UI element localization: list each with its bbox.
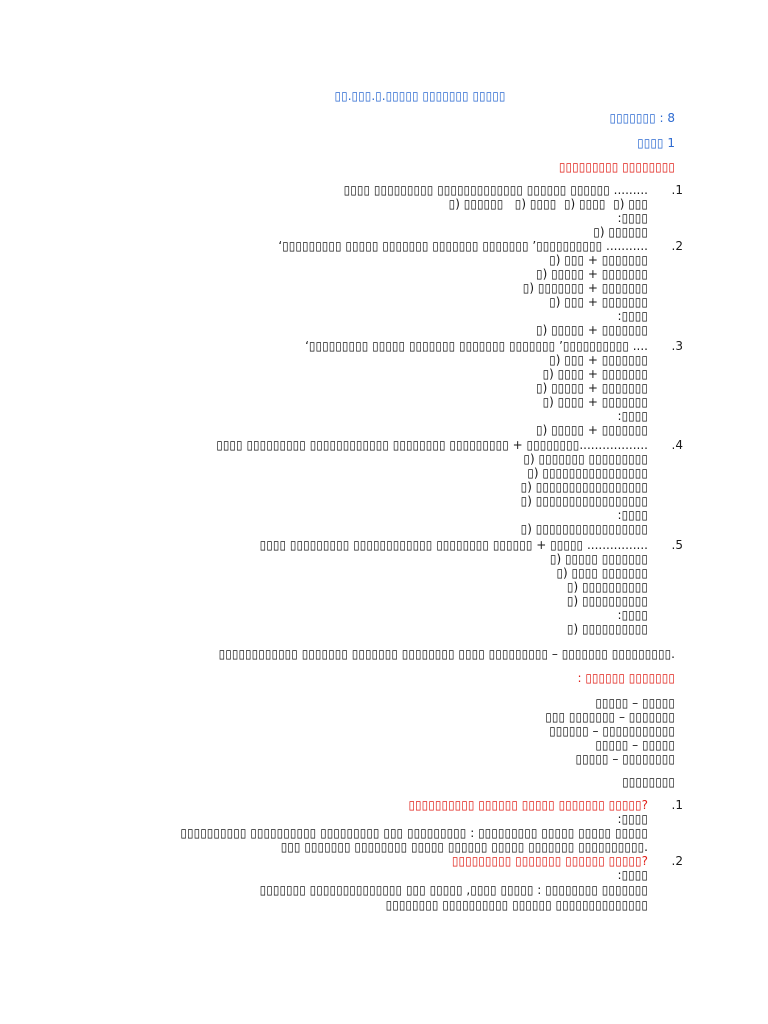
- option: ▯) ▯▯▯▯▯ + ▯▯▯▯▯▯▯: [535, 381, 648, 395]
- question-text: ▯▯▯▯▯▯▯▯▯ ▯▯▯▯▯▯▯ ▯▯▯▯▯▯ ▯▯▯▯▯?: [451, 854, 648, 868]
- answer-label: :▯▯▯▯: [617, 868, 648, 882]
- option: ▯) ▯▯▯▯▯▯▯▯▯▯▯▯▯▯▯▯▯: [520, 480, 648, 494]
- section1-heading: ▯▯▯▯▯▯▯▯▯ ▯▯▯▯▯▯▯▯: [558, 160, 675, 174]
- question-text: ▯▯▯▯ ▯▯▯▯▯▯▯▯▯ ▯▯▯▯▯▯▯▯▯▯▯▯ ▯▯▯▯▯▯▯▯ ▯▯▯…: [259, 538, 648, 552]
- answer: ▯) ▯▯▯▯▯▯: [593, 225, 648, 239]
- question-number: .4: [671, 438, 683, 452]
- answer-line: ▯▯▯▯▯▯▯▯ ▯▯▯▯▯▯▯▯▯▯ ▯▯▯▯▯▯ ▯▯▯▯▯▯▯▯▯▯▯▯▯…: [385, 898, 648, 912]
- question-text: ‘▯▯▯▯▯▯▯▯▯ ▯▯▯▯▯ ▯▯▯▯▯▯▯ ▯▯▯▯▯▯▯ ▯▯▯▯▯▯▯…: [278, 239, 648, 253]
- answer-label: :▯▯▯▯: [617, 608, 648, 622]
- word-pair: ▯▯▯▯▯ – ▯▯▯▯▯: [595, 696, 675, 710]
- answer-label: :▯▯▯▯: [617, 309, 648, 323]
- answer-line: ▯▯▯▯▯▯▯ ▯▯▯▯▯▯▯▯▯▯▯▯▯▯ ▯▯▯ ▯▯▯▯▯ ,▯▯▯▯ ▯…: [259, 883, 648, 897]
- option: ▯) ▯▯▯▯ ▯▯▯▯▯▯▯: [556, 566, 648, 580]
- word-pair: ▯▯▯▯▯▯ – ▯▯▯▯▯▯▯▯▯▯▯: [549, 724, 675, 738]
- answer: ▯) ▯▯▯▯▯ + ▯▯▯▯▯▯▯: [535, 423, 648, 437]
- option: ▯) ▯▯▯▯▯▯ ▯) ▯▯▯▯ ▯) ▯▯▯▯ ▯) ▯▯▯: [448, 197, 648, 211]
- question-number: .2: [671, 854, 683, 868]
- option: ▯) ▯▯▯ + ▯▯▯▯▯▯▯: [549, 295, 648, 309]
- word-pair: ▯▯▯ ▯▯▯▯▯▯▯ – ▯▯▯▯▯▯▯: [545, 710, 675, 724]
- question-number: .1: [671, 798, 683, 812]
- option: ▯) ▯▯▯▯▯▯▯ + ▯▯▯▯▯▯▯: [522, 281, 648, 295]
- option: ▯) ▯▯▯▯▯ ▯▯▯▯▯▯▯: [549, 552, 648, 566]
- question-text: ▯▯▯▯ ▯▯▯▯▯▯▯▯▯ ▯▯▯▯▯▯▯▯▯▯▯▯▯ ▯▯▯▯▯▯ ▯▯▯▯…: [343, 183, 648, 197]
- question-number: .1: [671, 183, 683, 197]
- answer-label: :▯▯▯▯: [617, 409, 648, 423]
- option: ▯) ▯▯▯▯▯▯▯▯▯▯: [566, 580, 648, 594]
- option: ▯) ▯▯▯▯▯▯▯▯▯▯▯▯▯▯▯▯▯: [520, 494, 648, 508]
- section2-heading: : ▯▯▯▯▯▯ ▯▯▯▯▯▯▯: [577, 671, 675, 685]
- option: ▯) ▯▯▯▯ + ▯▯▯▯▯▯▯: [542, 367, 648, 381]
- answer: ▯) ▯▯▯▯▯▯▯▯▯▯: [566, 622, 648, 636]
- intro-line: ▯▯▯▯▯▯▯▯▯▯▯▯ ▯▯▯▯▯▯▯ ▯▯▯▯▯▯▯ ▯▯▯▯▯▯▯▯ ▯▯…: [218, 647, 675, 661]
- question-number: .3: [671, 339, 683, 353]
- option: ▯) ▯▯▯ + ▯▯▯▯▯▯▯: [549, 253, 648, 267]
- option: ▯) ▯▯▯ + ▯▯▯▯▯▯▯: [549, 353, 648, 367]
- answer: ▯) ▯▯▯▯▯ + ▯▯▯▯▯▯▯: [535, 323, 648, 337]
- answer-line: ▯▯▯▯▯▯▯▯▯▯ ▯▯▯▯▯▯▯▯▯▯ ▯▯▯▯▯▯▯▯▯ ▯▯▯ ▯▯▯▯…: [180, 826, 648, 840]
- answer-label: :▯▯▯▯: [617, 508, 648, 522]
- question-number: .5: [671, 538, 683, 552]
- answer-label: :▯▯▯▯: [617, 812, 648, 826]
- option: ▯) ▯▯▯▯▯ + ▯▯▯▯▯▯▯: [535, 267, 648, 281]
- section3-heading: ▯▯▯▯▯▯▯▯: [622, 775, 675, 789]
- question-number: .2: [671, 239, 683, 253]
- option: ▯) ▯▯▯▯▯▯▯▯▯▯: [566, 594, 648, 608]
- answer-label: :▯▯▯▯: [617, 211, 648, 225]
- document-title: ▯▯.▯▯▯.▯.▯▯▯▯▯ ▯▯▯▯▯▯▯ ▯▯▯▯▯: [334, 89, 506, 103]
- option: ▯) ▯▯▯▯ + ▯▯▯▯▯▯▯: [542, 395, 648, 409]
- word-pair: ▯▯▯▯▯ – ▯▯▯▯▯▯▯▯: [575, 752, 675, 766]
- question-text: ‘▯▯▯▯▯▯▯▯▯ ▯▯▯▯▯ ▯▯▯▯▯▯▯ ▯▯▯▯▯▯▯ ▯▯▯▯▯▯▯…: [305, 339, 648, 353]
- option: ▯) ▯▯▯▯▯▯▯ ▯▯▯▯▯▯▯▯▯: [523, 452, 648, 466]
- answer-line: ▯▯▯ ▯▯▯▯▯▯▯ ▯▯▯▯▯▯▯▯ ▯▯▯▯▯ ▯▯▯▯▯▯ ▯▯▯▯▯ …: [280, 840, 648, 854]
- word-pair: ▯▯▯▯▯ – ▯▯▯▯▯: [595, 738, 675, 752]
- answer: ▯) ▯▯▯▯▯▯▯▯▯▯▯▯▯▯▯▯▯: [520, 522, 648, 536]
- lesson-label-text: ▯▯▯▯ 1: [637, 136, 675, 150]
- question-text: ▯▯▯▯ ▯▯▯▯▯▯▯▯▯ ▯▯▯▯▯▯▯▯▯▯▯▯ ▯▯▯▯▯▯▯▯ ▯▯▯…: [216, 438, 648, 452]
- lesson-label: ▯▯▯▯ 1: [637, 136, 675, 150]
- class-label: ▯▯▯▯▯▯▯ : 8: [609, 111, 675, 125]
- question-text: ▯▯▯▯▯▯▯▯▯▯ ▯▯▯▯▯▯ ▯▯▯▯▯ ▯▯▯▯▯▯▯ ▯▯▯▯▯?: [408, 798, 648, 812]
- option: ▯) ▯▯▯▯▯▯▯▯▯▯▯▯▯▯▯▯: [527, 466, 648, 480]
